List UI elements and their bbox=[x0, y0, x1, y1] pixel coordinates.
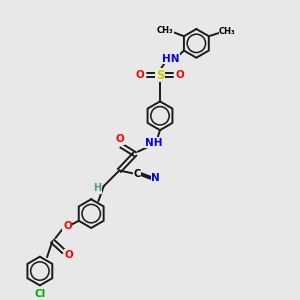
Text: H: H bbox=[93, 184, 101, 194]
Text: S: S bbox=[156, 69, 164, 82]
Text: O: O bbox=[63, 221, 72, 231]
Text: CH₃: CH₃ bbox=[219, 27, 236, 36]
Text: O: O bbox=[176, 70, 184, 80]
Text: CH₃: CH₃ bbox=[157, 26, 174, 35]
Text: C: C bbox=[134, 169, 141, 179]
Text: O: O bbox=[116, 134, 124, 144]
Text: NH: NH bbox=[145, 138, 162, 148]
Text: O: O bbox=[65, 250, 74, 260]
Text: Cl: Cl bbox=[34, 289, 46, 299]
Text: O: O bbox=[136, 70, 145, 80]
Text: HN: HN bbox=[162, 54, 179, 64]
Text: N: N bbox=[152, 173, 160, 183]
